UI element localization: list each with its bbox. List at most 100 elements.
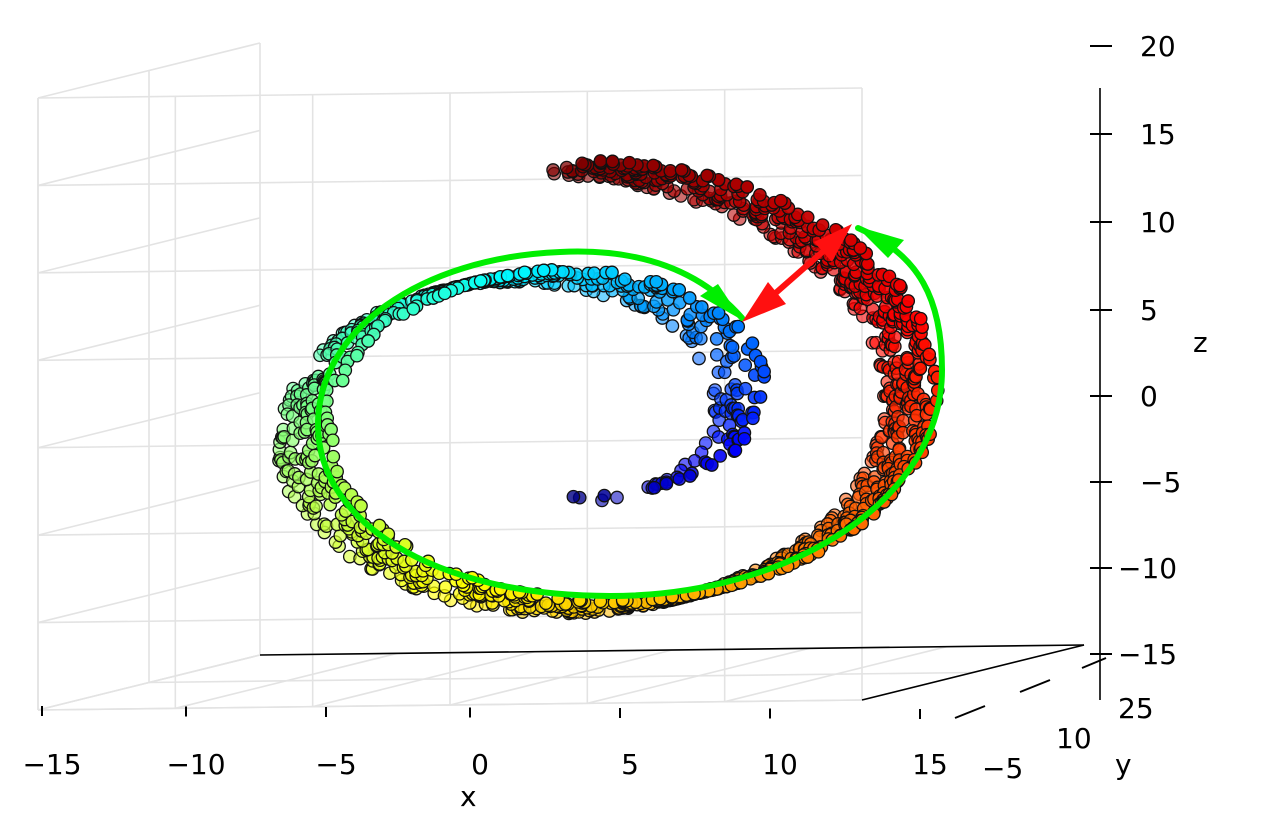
data-point xyxy=(692,351,706,366)
data-point xyxy=(674,163,689,177)
data-point xyxy=(473,274,488,288)
grid-left-z-5 xyxy=(37,217,261,274)
data-point xyxy=(610,490,624,505)
z-tick-label: −10 xyxy=(1118,552,1177,585)
x-tick-label: −15 xyxy=(22,748,81,781)
geodesic-arrowhead-inner xyxy=(700,284,742,320)
x-tick-label: −10 xyxy=(166,748,225,781)
data-point xyxy=(800,210,815,225)
data-point xyxy=(649,274,664,289)
data-point xyxy=(922,347,937,362)
y-axis-label: y xyxy=(1115,748,1132,781)
data-point xyxy=(618,272,632,287)
grid-left-z-7 xyxy=(37,42,261,99)
axes xyxy=(259,88,1101,701)
data-point xyxy=(517,265,532,280)
grid-back-z-7 xyxy=(37,87,863,99)
z-tick-label: 15 xyxy=(1140,118,1176,151)
z-tick-label: −15 xyxy=(1118,638,1177,671)
data-point xyxy=(335,373,350,388)
y-tick-mark xyxy=(954,705,986,719)
data-point xyxy=(354,499,368,513)
grid-back-z-2 xyxy=(37,524,863,536)
data-point xyxy=(605,265,619,280)
data-point xyxy=(326,449,341,464)
data-point xyxy=(693,331,708,346)
data-point xyxy=(539,596,553,611)
euclidean-arrowhead-a xyxy=(742,282,786,322)
data-point xyxy=(844,233,858,248)
grid-floor-y-2 xyxy=(37,699,863,711)
data-point xyxy=(728,443,743,458)
data-point xyxy=(694,300,709,314)
y-tick-label: 25 xyxy=(1118,692,1154,725)
geodesic-arc xyxy=(314,225,946,600)
data-point xyxy=(704,458,719,472)
data-points xyxy=(272,154,945,621)
grid-left-z-2 xyxy=(37,479,261,536)
data-point xyxy=(711,306,726,320)
euclidean-arrowhead-b xyxy=(814,224,852,262)
data-point xyxy=(536,263,551,278)
data-point xyxy=(683,469,697,483)
data-point xyxy=(663,164,678,178)
data-point xyxy=(700,168,714,183)
data-point xyxy=(575,156,589,171)
data-point xyxy=(753,188,767,202)
z-tick-label: 10 xyxy=(1140,206,1176,239)
x-tick-label: 10 xyxy=(762,748,798,781)
data-point xyxy=(757,364,771,379)
data-point xyxy=(774,193,788,208)
data-point xyxy=(659,476,674,491)
data-point xyxy=(597,488,612,503)
x-axis-label: x xyxy=(460,780,477,813)
data-point xyxy=(665,319,680,333)
x-tick-label: 0 xyxy=(471,748,489,781)
z-tick-label: 20 xyxy=(1140,30,1176,63)
data-point xyxy=(746,411,760,426)
data-point xyxy=(738,381,753,396)
data-point xyxy=(546,163,560,177)
data-point xyxy=(713,449,728,463)
grid-left-z-1 xyxy=(37,566,261,624)
data-point xyxy=(896,413,910,428)
x-tick-label: −5 xyxy=(315,748,356,781)
geodesic-arrowhead-outer xyxy=(856,226,904,258)
data-point xyxy=(731,319,746,334)
data-point xyxy=(437,286,452,301)
z-axis-label: z xyxy=(1193,326,1208,359)
x-tick-label: 5 xyxy=(621,748,639,781)
z-tick-label: 5 xyxy=(1140,294,1158,327)
data-point xyxy=(709,332,724,346)
data-point xyxy=(740,180,755,194)
data-point xyxy=(725,340,740,355)
x-tick-label: 15 xyxy=(912,748,948,781)
y-tick-mark xyxy=(1081,657,1107,669)
x-axis-line xyxy=(259,644,1085,656)
data-point xyxy=(900,352,915,366)
data-point xyxy=(647,480,662,495)
data-point xyxy=(605,154,620,169)
tick-labels: −15 −10 −5 0 5 10 15 −15 −10 −5 0 5 10 15 20 −5 10 25 xyxy=(22,30,1181,785)
data-point xyxy=(566,489,581,504)
data-point xyxy=(438,580,453,594)
y-tick-label: −5 xyxy=(982,752,1023,785)
y-tick-label: 10 xyxy=(1056,722,1092,755)
data-point xyxy=(330,464,344,479)
data-point xyxy=(556,264,570,279)
data-point xyxy=(559,160,574,175)
annotations xyxy=(314,224,946,600)
data-point xyxy=(622,155,637,170)
data-point xyxy=(593,154,608,168)
data-point xyxy=(893,278,907,293)
data-point xyxy=(738,358,753,373)
data-point xyxy=(406,302,421,316)
data-point xyxy=(500,268,515,283)
data-point xyxy=(587,266,602,281)
y-tick-mark xyxy=(1019,679,1051,693)
z-tick-label: 0 xyxy=(1140,380,1158,413)
grid-back-z-5 xyxy=(37,262,863,274)
data-point xyxy=(646,158,661,173)
grid-left-z-6 xyxy=(37,129,261,187)
data-point xyxy=(737,431,752,446)
